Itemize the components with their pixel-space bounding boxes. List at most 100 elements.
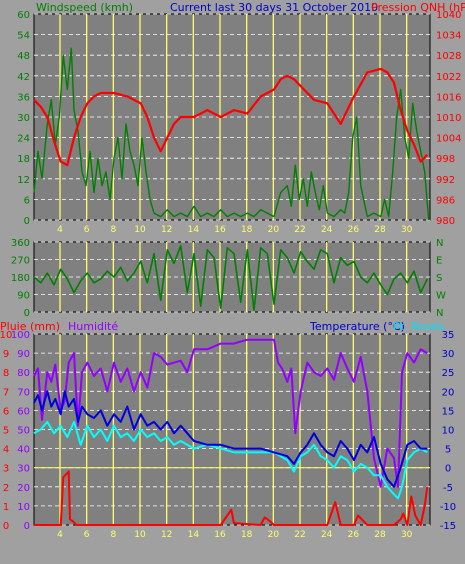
x-tick-label: 8 bbox=[110, 225, 116, 235]
temperature-tick-label: 25 bbox=[442, 368, 455, 379]
x-tick-label: 22 bbox=[294, 225, 305, 235]
windspeed-tick-label: 18 bbox=[17, 154, 30, 165]
rain-tick-label: 9 bbox=[3, 349, 9, 360]
pressure-tick-label: 992 bbox=[436, 175, 455, 186]
x-tick-label: 10 bbox=[134, 225, 146, 235]
direction-tick-label: 90 bbox=[17, 291, 30, 302]
x-tick-label: 28 bbox=[374, 225, 386, 235]
x-tick-label: 24 bbox=[321, 530, 333, 540]
x-tick-label: 22 bbox=[294, 530, 305, 540]
x-tick-label: 4 bbox=[57, 225, 63, 235]
windspeed-tick-label: 6 bbox=[24, 195, 30, 206]
x-tick-label: 14 bbox=[188, 225, 200, 235]
x-tick-label: 12 bbox=[161, 225, 172, 235]
x-tick-label: 16 bbox=[214, 530, 226, 540]
humidity-tick-label: 10 bbox=[17, 502, 30, 513]
rain-tick-label: 3 bbox=[3, 464, 9, 475]
humidity-tick-label: 40 bbox=[17, 445, 30, 456]
x-tick-label: 30 bbox=[401, 225, 413, 235]
windspeed-tick-label: 54 bbox=[17, 31, 30, 42]
windspeed-axis-label: Windspeed (kmh) bbox=[36, 1, 133, 14]
x-tick-label: 10 bbox=[134, 530, 146, 540]
rain-tick-label: 10 bbox=[0, 330, 12, 341]
temperature-tick-label: 0 bbox=[445, 464, 451, 475]
pressure-tick-label: 1004 bbox=[436, 134, 461, 145]
humidity-tick-label: 0 bbox=[24, 521, 30, 532]
windspeed-tick-label: 36 bbox=[17, 92, 30, 103]
x-tick-label: 24 bbox=[321, 225, 333, 235]
x-tick-label: 12 bbox=[161, 530, 172, 540]
pressure-tick-label: 1022 bbox=[436, 72, 461, 83]
rain-axis-label: Pluie (mm) bbox=[0, 320, 60, 333]
x-tick-label: 18 bbox=[241, 225, 253, 235]
windspeed-tick-label: 48 bbox=[17, 51, 30, 62]
x-tick-label: 28 bbox=[374, 530, 386, 540]
x-tick-label: 18 bbox=[241, 530, 253, 540]
pressure-tick-label: 1016 bbox=[436, 92, 461, 103]
temperature-tick-label: 30 bbox=[442, 349, 455, 360]
temperature-tick-label: 5 bbox=[445, 445, 451, 456]
x-tick-label: 16 bbox=[214, 225, 226, 235]
pressure-tick-label: 1010 bbox=[436, 113, 461, 124]
dewpoint-line bbox=[33, 420, 428, 500]
rain-tick-label: 4 bbox=[3, 445, 9, 456]
rain-tick-label: 2 bbox=[3, 483, 9, 494]
pressure-tick-label: 980 bbox=[436, 216, 455, 227]
humidity-tick-label: 70 bbox=[17, 387, 30, 398]
temperature-line bbox=[33, 390, 428, 488]
humidity-axis-label: Humidité bbox=[68, 320, 118, 333]
direction-tick-label: 270 bbox=[11, 256, 30, 267]
windspeed-line bbox=[33, 47, 430, 221]
humidity-tick-label: 90 bbox=[17, 349, 30, 360]
x-tick-label: 8 bbox=[110, 530, 116, 540]
pressure-tick-label: 986 bbox=[436, 195, 455, 206]
x-tick-label: 14 bbox=[188, 530, 200, 540]
temperature-tick-label: 35 bbox=[442, 330, 455, 341]
wind-direction-line bbox=[33, 245, 429, 311]
compass-tick-label: E bbox=[436, 256, 442, 267]
x-tick-label: 4 bbox=[57, 530, 63, 540]
dewpoint-axis-label: Pt. Rosée bbox=[393, 320, 444, 333]
windspeed-tick-label: 12 bbox=[17, 175, 30, 186]
humidity-tick-label: 30 bbox=[17, 464, 30, 475]
compass-tick-label: W bbox=[436, 291, 446, 302]
x-tick-label: 26 bbox=[348, 225, 360, 235]
windspeed-tick-label: 42 bbox=[17, 72, 30, 83]
rain-tick-label: 7 bbox=[3, 387, 9, 398]
rain-line bbox=[34, 470, 429, 526]
x-tick-label: 6 bbox=[84, 225, 90, 235]
compass-tick-label: S bbox=[436, 273, 442, 284]
rain-tick-label: 6 bbox=[3, 406, 9, 417]
pressure-tick-label: 998 bbox=[436, 154, 455, 165]
temperature-axis-label: Temperature (°C) bbox=[309, 320, 405, 333]
x-tick-label: 26 bbox=[348, 530, 360, 540]
direction-tick-label: 180 bbox=[11, 273, 30, 284]
compass-tick-label: N bbox=[436, 308, 443, 319]
temperature-tick-label: 15 bbox=[442, 406, 455, 417]
rain-tick-label: 1 bbox=[3, 502, 9, 513]
windspeed-tick-label: 24 bbox=[17, 134, 30, 145]
temperature-tick-label: -10 bbox=[440, 502, 456, 513]
pressure-tick-label: 1028 bbox=[436, 51, 461, 62]
x-tick-label: 20 bbox=[268, 530, 280, 540]
x-tick-label: 20 bbox=[268, 225, 280, 235]
direction-tick-label: 360 bbox=[11, 238, 30, 249]
humidity-tick-label: 20 bbox=[17, 483, 30, 494]
chart-title: Current last 30 days 31 October 2010 bbox=[170, 1, 378, 14]
humidity-tick-label: 50 bbox=[17, 426, 30, 437]
temperature-tick-label: 10 bbox=[442, 426, 455, 437]
rain-tick-label: 5 bbox=[3, 426, 9, 437]
rain-humidity-temperature-panel: 0123456789100102030405060708090100-15-10… bbox=[0, 330, 456, 540]
rain-tick-label: 0 bbox=[3, 521, 9, 532]
temperature-tick-label: -15 bbox=[440, 521, 456, 532]
pressure-axis-label: Pression QNH (hPa) bbox=[371, 1, 465, 14]
rain-tick-label: 8 bbox=[3, 368, 9, 379]
x-tick-label: 30 bbox=[401, 530, 413, 540]
direction-tick-label: 0 bbox=[24, 308, 30, 319]
humidity-tick-label: 80 bbox=[17, 368, 30, 379]
windspeed-tick-label: 0 bbox=[24, 216, 30, 227]
temperature-tick-label: 20 bbox=[442, 387, 455, 398]
